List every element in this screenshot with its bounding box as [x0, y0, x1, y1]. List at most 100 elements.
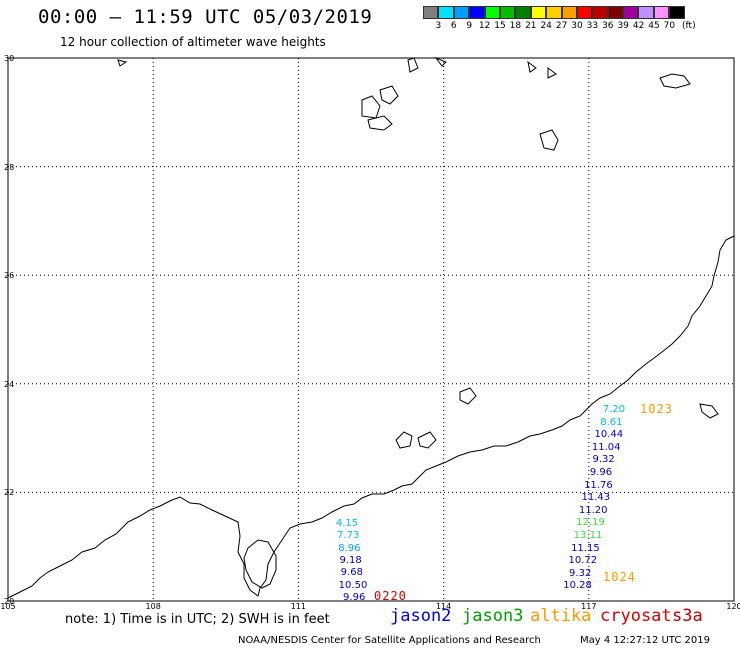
latitude-label: 28: [4, 162, 15, 172]
legend-label: 12: [478, 21, 491, 31]
latitude-label: 30: [4, 54, 15, 63]
wave-height-value: 4.15: [335, 518, 359, 529]
legend-label: 39: [617, 21, 629, 31]
wave-height-value: 9.96: [589, 467, 613, 478]
footer-note: note: 1) Time is in UTC; 2) SWH is in fe…: [65, 612, 330, 627]
north-lake-9: [527, 60, 537, 73]
wave-height-value: 12.19: [576, 517, 605, 529]
legend-swatch: [423, 6, 439, 19]
wave-height-value: 11.20: [578, 504, 608, 516]
latitude-label: 26: [4, 271, 15, 281]
wave-height-value: 9.68: [340, 567, 363, 579]
legend-label: (ft): [682, 21, 696, 31]
wave-height-value: 11.76: [584, 479, 613, 491]
legend-label: 33: [586, 21, 599, 31]
legend-swatch: [669, 6, 685, 19]
wave-height-value: 7.20: [602, 404, 626, 415]
legend-label: 21: [525, 21, 537, 31]
legend-swatch: [453, 6, 470, 19]
legend-label: 24: [540, 21, 552, 31]
north-lake-6: [407, 57, 419, 73]
legend-swatch: [438, 6, 454, 19]
wave-height-value: 11.43: [581, 492, 611, 504]
latitude-label: 22: [4, 488, 15, 498]
legend-swatch: [530, 6, 547, 19]
taiwan-edge: [699, 403, 719, 419]
north-lake-3: [379, 85, 399, 105]
map-title: 00:00 – 11:59 UTC 05/03/2019: [38, 6, 373, 28]
mainland-coastline: [7, 235, 735, 599]
color-legend: 3 6 9 12 15 18 21 24 27 30 33 36 39 42 45 70 (ft): [423, 6, 733, 31]
hainan-island: [243, 539, 277, 589]
legend-swatch: [546, 6, 562, 19]
legend-swatch: [515, 6, 531, 19]
wave-height-value: 13.11: [573, 530, 603, 541]
map-subtitle: 12 hour collection of altimeter wave hei…: [60, 35, 326, 49]
satellite-label: cryosat: [600, 606, 672, 626]
longitude-label: 117: [581, 602, 597, 611]
legend-label: 42: [632, 21, 645, 31]
legend-swatch: [484, 6, 500, 19]
wave-height-value: 7.73: [337, 530, 360, 542]
north-lake-1: [361, 95, 381, 119]
legend-swatch: [623, 6, 639, 19]
longitude-label: 105: [0, 602, 16, 611]
legend-swatch: [638, 6, 654, 19]
wave-height-value: 9.32: [569, 567, 592, 579]
credit-line: NOAA/NESDIS Center for Satellite Applica…: [238, 635, 541, 646]
legend-label: 70: [663, 21, 676, 31]
longitude-label: 111: [290, 602, 307, 611]
wave-height-value: 11.04: [591, 441, 621, 453]
legend-label: 18: [509, 21, 522, 31]
north-lake-4: [539, 129, 559, 151]
wave-height-value: 10.28: [563, 580, 592, 592]
longitude-label: 108: [145, 602, 161, 611]
wave-height-value: 8.96: [338, 542, 361, 554]
north-lake-8: [117, 59, 128, 67]
legend-swatch: [607, 6, 624, 19]
north-lake-7: [434, 56, 447, 67]
longitude-label: 114: [435, 602, 452, 611]
longitude-label: 120: [726, 602, 740, 611]
legend-labels: 3 6 9 12 15 18 21 24 27 30 33 36 39 42 45 70 (ft): [423, 19, 733, 31]
track-time-altika-bottom: 1024: [603, 570, 636, 584]
legend-label: 3: [435, 21, 442, 31]
legend-swatch: [499, 6, 516, 19]
penghu-islands: [459, 387, 477, 405]
satellite-label: jason3: [462, 606, 524, 626]
legend-swatch: [576, 6, 593, 19]
legend-swatch: [653, 6, 670, 19]
satellite-label: jason2: [390, 606, 452, 626]
wave-height-value: 8.61: [600, 416, 623, 428]
generated-timestamp: May 4 12:27:12 UTC 2019: [580, 635, 710, 646]
north-lake-2: [367, 115, 393, 131]
wave-height-value: 9.32: [592, 454, 615, 466]
map-frame: [7, 57, 735, 602]
legend-label: 6: [450, 21, 457, 31]
coastal-islets: [395, 431, 413, 449]
wave-height-value: 10.44: [594, 429, 624, 441]
legend-label: 15: [494, 21, 506, 31]
legend-label: 36: [602, 21, 614, 31]
wave-height-value: 10.50: [338, 579, 368, 591]
legend-swatch: [469, 6, 485, 19]
satellite-label: s3a: [672, 606, 703, 626]
track-time-altika-top: 1023: [640, 402, 673, 416]
latitude-label: 24: [4, 379, 15, 389]
legend-swatch: [561, 6, 577, 19]
legend-label: 45: [648, 21, 660, 31]
legend-label: 9: [466, 21, 473, 31]
north-lake-10: [547, 67, 557, 79]
wave-height-value: 9.18: [339, 554, 362, 566]
coastline: [7, 56, 735, 599]
wave-height-value: 11.15: [571, 542, 600, 554]
north-lake-5: [659, 73, 691, 89]
satellite-label: altika: [530, 606, 592, 626]
graticule: [8, 58, 734, 601]
legend-swatch: [592, 6, 608, 19]
track-time-jason2: 0220: [374, 589, 407, 603]
legend-label: 30: [571, 21, 583, 31]
pearl-river-islets: [417, 431, 437, 449]
wave-height-value: 9.96: [343, 591, 366, 603]
